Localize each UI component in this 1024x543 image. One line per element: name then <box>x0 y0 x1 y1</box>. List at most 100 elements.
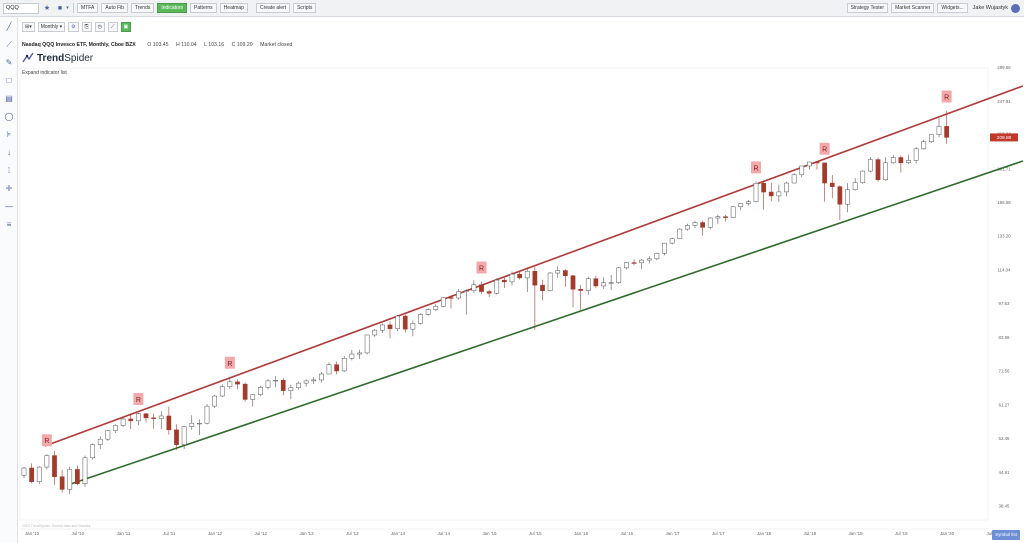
candle-body <box>197 422 202 425</box>
ohlc-readout: O 103.45 H 110.04 L 103.16 C 109.20 Mark… <box>147 42 298 48</box>
color-square-icon[interactable]: ■ <box>57 4 63 12</box>
candle-body <box>288 387 294 391</box>
candle-body <box>906 160 911 164</box>
logo-text: TrendSpider <box>37 52 94 64</box>
candle-body <box>181 426 187 445</box>
resistance-marker <box>751 161 761 174</box>
candle-body <box>59 476 65 490</box>
market-status: Market closed <box>260 42 293 48</box>
chevron-down-icon[interactable]: ▾ <box>66 4 69 11</box>
candle-body <box>578 289 583 291</box>
chart-type-icon[interactable]: ⊞▾ <box>22 21 35 32</box>
candle-body <box>136 413 141 422</box>
candle-body <box>723 216 728 218</box>
widgets-button[interactable]: Widgets... <box>937 3 968 13</box>
candle-body <box>685 225 690 230</box>
strategy-tester-button[interactable]: Strategy Tester <box>846 3 889 13</box>
trendline-tool-icon[interactable]: ╱ <box>6 22 12 31</box>
candle-body <box>441 297 446 307</box>
expand-indicator-list-link[interactable]: Expand indicator list <box>22 70 67 76</box>
x-axis-tick-label: Jul '15 <box>529 531 542 536</box>
pitchfork-tool-icon[interactable]: ⊧ <box>6 130 12 139</box>
mtfa-button[interactable]: MTFA <box>77 3 99 13</box>
market-scanner-button[interactable]: Market Scanner <box>891 3 935 13</box>
auto-fib-button[interactable]: Auto Fib <box>101 3 128 13</box>
patterns-button[interactable]: Patterns <box>190 3 217 13</box>
candle-body <box>608 282 614 284</box>
trends-button[interactable]: Trends <box>130 3 155 13</box>
levels-tool-icon[interactable]: ≡ <box>6 220 12 229</box>
candle-body <box>776 191 782 197</box>
scripts-button[interactable]: Scripts <box>293 3 317 13</box>
indicators-button[interactable]: Indicators <box>157 3 188 13</box>
candle-body <box>746 201 751 204</box>
candle-body <box>463 290 469 292</box>
timeframe-select[interactable]: Monthly ▾ <box>37 21 66 32</box>
gear-icon[interactable]: ⚙ <box>68 21 79 32</box>
x-axis-tick-label: Jan '12 <box>208 531 223 536</box>
candle-body <box>158 415 164 419</box>
user-name[interactable]: Jake Wujastyk <box>972 5 1008 11</box>
candle-body <box>67 469 73 490</box>
candle-body <box>166 415 172 431</box>
candle-body <box>791 174 797 184</box>
resistance-marker-label: R <box>944 95 949 102</box>
clock-icon[interactable]: ◷ <box>94 21 105 32</box>
candle-body <box>753 183 759 202</box>
arrow-tool-icon[interactable]: ↓ <box>7 148 11 157</box>
line-tool-icon[interactable]: ⟋ <box>108 21 118 32</box>
candle-body <box>212 395 217 407</box>
user-icon[interactable] <box>1011 3 1020 13</box>
x-axis-tick-label: Jul '18 <box>803 531 816 536</box>
x-axis-tick-label: Jul '11 <box>163 531 176 536</box>
rectangle-tool-icon[interactable]: □ <box>6 76 12 85</box>
resistance-marker-label: R <box>753 165 758 172</box>
candle-body <box>555 270 561 274</box>
candle-body <box>113 425 118 431</box>
candle-body <box>868 159 873 172</box>
symbol-info-line: Nasdaq QQQ Invesco ETF, Monthly, Cboe BZ… <box>22 42 298 48</box>
symbol-list-button[interactable]: Symbol list <box>992 530 1020 540</box>
candle-body <box>845 189 850 205</box>
resistance-marker-label: R <box>822 147 827 154</box>
create-alert-button[interactable]: Create alert <box>255 3 291 13</box>
snapshot-icon[interactable]: ▣ <box>120 21 132 32</box>
candle-body <box>242 383 248 400</box>
candle-body <box>448 297 454 299</box>
heatmap-button[interactable]: Heatmap <box>219 3 248 13</box>
candle-body <box>585 278 591 291</box>
candle-body <box>890 157 896 164</box>
fib-tool-icon[interactable]: ▤ <box>5 94 13 103</box>
candle-body <box>593 278 599 287</box>
drawing-tools-sidebar: ╱ ⟋ ✎ □ ▤ ◯ ⊧ ↓ ⁞ ✛ — ≡ <box>0 17 18 543</box>
candle-body <box>502 279 507 283</box>
link-icon[interactable]: ⎘ <box>81 21 92 32</box>
x-axis-tick-label: Jan '17 <box>665 531 680 536</box>
candle-body <box>944 126 949 138</box>
y-axis-tick-label: 114.04 <box>997 267 1011 272</box>
x-axis-tick-label: Jan '16 <box>574 531 589 536</box>
symbol-search-input[interactable]: QQQ <box>3 2 39 14</box>
x-axis-tick-label: Jul '17 <box>712 531 725 536</box>
candle-body <box>875 159 881 180</box>
candle-body <box>204 405 210 424</box>
candle-body <box>822 162 827 184</box>
spider-logo-icon <box>22 52 34 63</box>
horizontal-line-tool-icon[interactable]: — <box>5 202 13 211</box>
candle-body <box>357 352 362 355</box>
candle-body <box>372 329 378 336</box>
candle-body <box>486 291 492 294</box>
ray-tool-icon[interactable]: ⟋ <box>6 40 12 49</box>
candle-body <box>265 380 271 388</box>
candle-body <box>326 364 332 375</box>
circle-tool-icon[interactable]: ◯ <box>4 112 14 121</box>
open-value: O 103.45 <box>147 42 169 48</box>
candle-body <box>852 182 858 190</box>
magic-wand-tool-icon[interactable]: ✎ <box>5 58 13 67</box>
star-icon[interactable]: ★ <box>43 4 51 12</box>
crosshair-tool-icon[interactable]: ✛ <box>5 184 13 193</box>
resistance-marker <box>41 434 52 447</box>
vertical-line-tool-icon[interactable]: ⁞ <box>7 166 11 175</box>
candle-body <box>319 373 324 381</box>
